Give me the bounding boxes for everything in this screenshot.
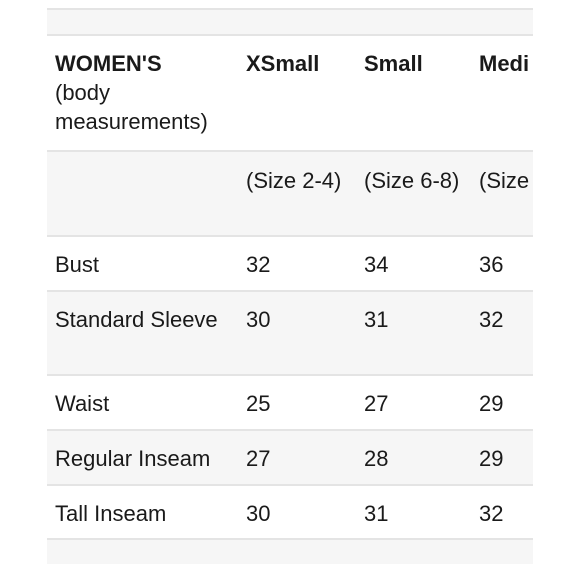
- row-value: 29: [471, 375, 533, 431]
- row-label: Standard Sleeve: [47, 291, 238, 376]
- header-size-cell: XSmall: [238, 34, 356, 152]
- row-value: 30: [246, 501, 271, 526]
- row-value: 27: [238, 430, 356, 486]
- row-label: Bust: [47, 236, 238, 292]
- header-subtitle: (body measurements): [55, 80, 208, 134]
- row-value: 36: [471, 236, 533, 292]
- table-row: Regular Inseam 27 28 29: [47, 430, 533, 486]
- header-title: WOMEN'S: [55, 51, 162, 76]
- size-range-row: (Size 2-4) (Size 6-8) (Size 12): [47, 151, 533, 237]
- size-xsmall: XSmall: [246, 51, 320, 76]
- table-bottom-edge: [47, 538, 533, 564]
- size-medium: Medi: [479, 51, 530, 76]
- size-range-cell: (Size 6-8): [356, 151, 471, 237]
- table-row: Tall Inseam 30 31 32: [47, 485, 533, 540]
- size-range-cell: (Size 2-4): [238, 151, 356, 237]
- size-chart: WOMEN'S (body measurements) XSmall Small…: [47, 8, 533, 564]
- row-label: Waist: [47, 375, 238, 431]
- row-value: 25: [238, 375, 356, 431]
- header-size-cell: Small: [356, 34, 471, 152]
- table-row: Standard Sleeve 30 31 32: [47, 291, 533, 376]
- header-row: WOMEN'S (body measurements) XSmall Small…: [47, 34, 533, 152]
- size-range-label-cell: [47, 151, 238, 237]
- table-top-edge: [47, 8, 533, 36]
- row-value: 34: [356, 236, 471, 292]
- row-value: 28: [356, 430, 471, 486]
- table-row: Bust 32 34 36: [47, 236, 533, 292]
- header-label-cell: WOMEN'S (body measurements): [47, 34, 238, 152]
- row-value: 32: [238, 236, 356, 292]
- size-range-cell: (Size 12): [471, 151, 533, 237]
- row-value: 31: [364, 501, 389, 526]
- row-value: 32: [479, 501, 504, 526]
- row-label: Regular Inseam: [47, 430, 238, 486]
- row-value: 30: [238, 291, 356, 376]
- size-table: WOMEN'S (body measurements) XSmall Small…: [47, 34, 533, 540]
- row-value: 32: [471, 291, 533, 376]
- size-small: Small: [364, 51, 423, 76]
- header-size-cell: Medi: [471, 34, 533, 152]
- row-value: 27: [356, 375, 471, 431]
- row-value: 29: [471, 430, 533, 486]
- table-row: Waist 25 27 29: [47, 375, 533, 431]
- row-value: 31: [356, 291, 471, 376]
- row-label: Tall Inseam: [55, 501, 167, 526]
